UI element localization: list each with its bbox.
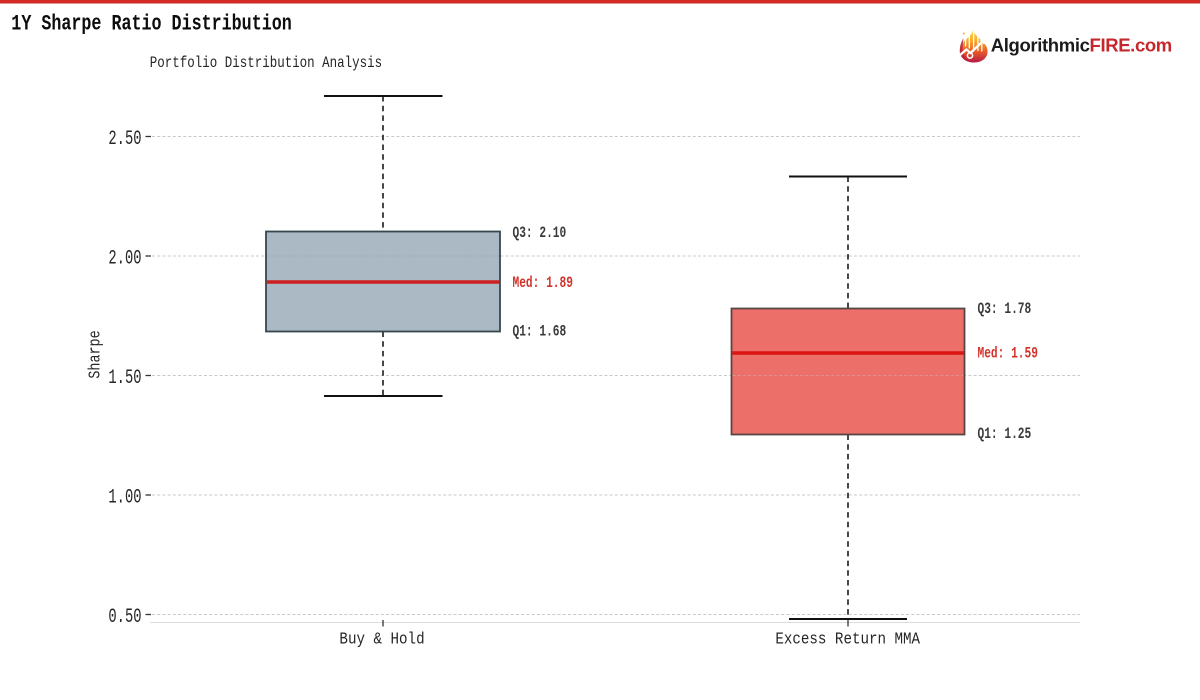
svg-text:AlgorithmicFIRE.com: AlgorithmicFIRE.com	[991, 34, 1172, 55]
svg-text:2.50: 2.50	[108, 129, 141, 151]
svg-text:0.50: 0.50	[108, 607, 141, 629]
svg-text:Q1: 1.25: Q1: 1.25	[978, 426, 1032, 443]
svg-text:2.00: 2.00	[108, 249, 141, 271]
svg-text:Q3: 2.10: Q3: 2.10	[513, 226, 567, 243]
svg-text:Med: 1.59: Med: 1.59	[978, 346, 1038, 363]
svg-text:1.50: 1.50	[108, 368, 141, 390]
svg-text:Portfolio Distribution Analysi: Portfolio Distribution Analysis	[150, 55, 382, 73]
svg-text:Sharpe: Sharpe	[88, 330, 105, 378]
svg-text:Excess Return MMA: Excess Return MMA	[775, 629, 920, 649]
svg-text:1.00: 1.00	[108, 488, 141, 510]
svg-text:Q3: 1.78: Q3: 1.78	[978, 301, 1032, 318]
svg-text:Q1: 1.68: Q1: 1.68	[513, 324, 567, 341]
svg-text:Buy & Hold: Buy & Hold	[339, 629, 424, 649]
svg-text:Med: 1.89: Med: 1.89	[513, 276, 573, 293]
svg-text:1Y Sharpe Ratio Distribution: 1Y Sharpe Ratio Distribution	[11, 10, 291, 36]
